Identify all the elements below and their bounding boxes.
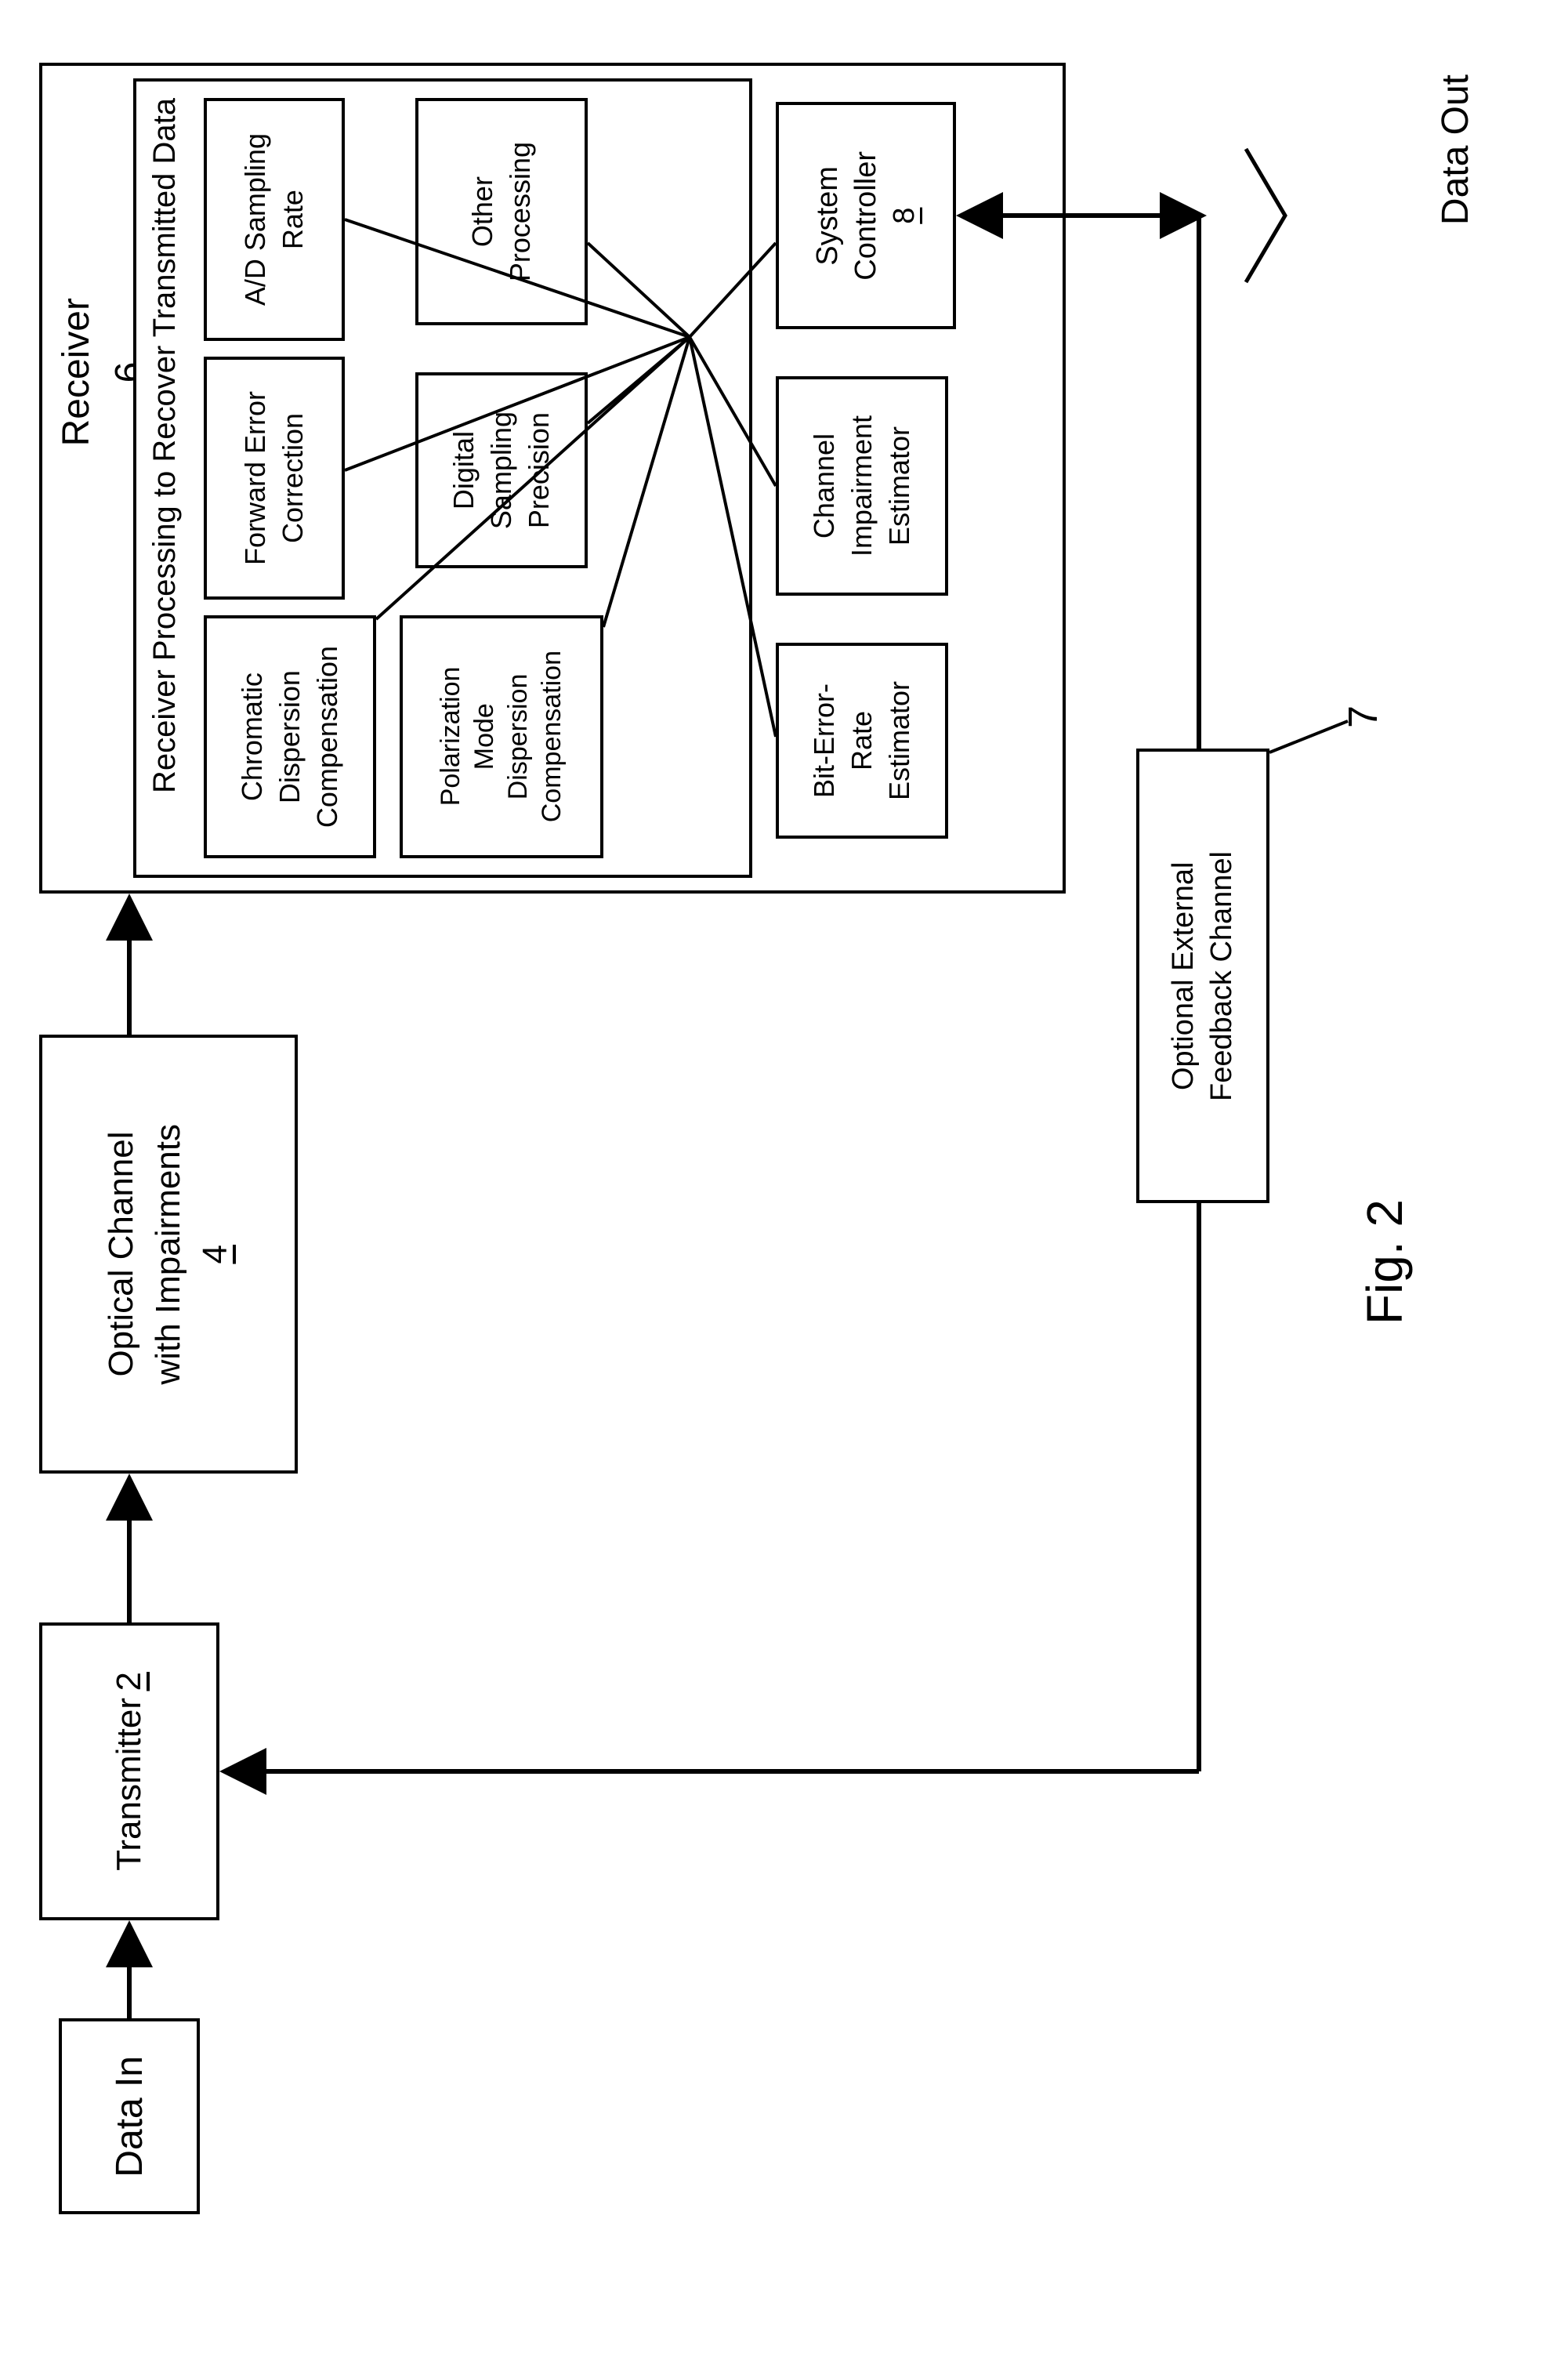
ber-box: Bit-Error- Rate Estimator	[776, 643, 948, 839]
data-in-label: Data In	[108, 2056, 151, 2177]
fec-l2: Correction	[277, 391, 310, 565]
adr-box: A/D Sampling Rate	[204, 98, 345, 341]
other-l1: Other	[466, 142, 499, 281]
data-in-box: Data In	[59, 2018, 200, 2214]
figure-label: Fig. 2	[1356, 1199, 1414, 1329]
feedback-l2: Feedback Channel	[1205, 851, 1239, 1101]
ber-l2: Rate	[846, 681, 878, 800]
optical-channel-box: Optical Channel with Impairments 4	[39, 1035, 298, 1474]
cie-box: Channel Impairment Estimator	[776, 376, 948, 596]
pmd-l1: Polarization	[436, 651, 466, 822]
dsp-l1: Digital	[447, 411, 480, 529]
channel-line1: Optical Channel	[102, 1124, 141, 1385]
pmd-l3: Dispersion	[503, 651, 534, 822]
fec-box: Forward Error Correction	[204, 357, 345, 600]
channel-num: 4	[196, 1124, 235, 1385]
data-out-label: Data Out	[1434, 74, 1477, 229]
receiver-label: Receiver	[55, 298, 98, 446]
other-box: Other Processing	[415, 98, 588, 325]
dsp-l3: Precision	[523, 411, 556, 529]
dsp-l2: Sampling	[485, 411, 518, 529]
pmd-l2: Mode	[469, 651, 500, 822]
other-l2: Processing	[504, 142, 537, 281]
diagram-canvas: Data In 2 Transmitter Optical Channel wi…	[0, 0, 1568, 2371]
sysctl-l2: Controller	[849, 151, 883, 281]
sysctl-box: System Controller 8	[776, 102, 956, 329]
ber-l1: Bit-Error-	[808, 681, 841, 800]
cdc-box: Chromatic Dispersion Compensation	[204, 615, 376, 858]
cie-l3: Estimator	[883, 415, 916, 556]
pmd-l4: Compensation	[537, 651, 567, 822]
adr-l2: Rate	[277, 133, 310, 306]
transmitter-label: Transmitter	[110, 1698, 149, 1871]
cie-l2: Impairment	[846, 415, 878, 556]
feedback-box: Optional External Feedback Channel	[1136, 749, 1269, 1203]
transmitter-num: 2	[110, 1672, 149, 1691]
cdc-l3: Compensation	[311, 646, 344, 828]
ber-l3: Estimator	[883, 681, 916, 800]
channel-line2: with Impairments	[149, 1124, 188, 1385]
cie-l1: Channel	[808, 415, 841, 556]
fec-l1: Forward Error	[239, 391, 272, 565]
sysctl-l1: System	[811, 151, 845, 281]
cdc-l2: Dispersion	[273, 646, 306, 828]
feedback-l1: Optional External	[1167, 851, 1200, 1101]
processing-title: Receiver Processing to Recover Transmitt…	[147, 98, 183, 797]
feedback-num: 7	[1340, 705, 1387, 732]
dsp-box: Digital Sampling Precision	[415, 372, 588, 568]
sysctl-num: 8	[888, 151, 922, 281]
transmitter-box: 2 Transmitter	[39, 1622, 219, 1920]
cdc-l1: Chromatic	[236, 646, 269, 828]
adr-l1: A/D Sampling	[239, 133, 272, 306]
pmd-box: Polarization Mode Dispersion Compensatio…	[400, 615, 603, 858]
